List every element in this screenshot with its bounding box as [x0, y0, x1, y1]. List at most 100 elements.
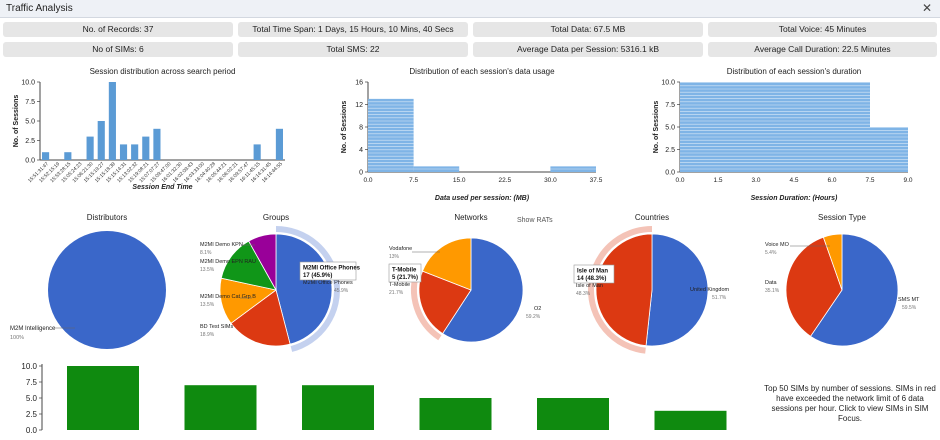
- stat-sms: Total SMS: 22: [238, 42, 468, 57]
- data-usage-ytick-label: 0: [359, 170, 363, 177]
- countries-title: Countries: [635, 213, 669, 222]
- session-dist-bar: [275, 128, 283, 160]
- data-usage-ytick-label: 8: [359, 125, 363, 132]
- top-sims-bar[interactable]: [419, 398, 492, 430]
- countries-tooltip-line1: Isle of Man: [577, 269, 608, 275]
- session-duration-xtick: 1.5: [713, 177, 722, 184]
- countries-tooltip-line2: 14 (48.3%): [577, 276, 606, 282]
- session-dist-bar: [119, 144, 128, 160]
- data-usage-ytick-label: 4: [359, 147, 363, 154]
- top-sims-group: 0.0 2.5 5.0 7.5 10.0: [21, 362, 727, 435]
- groups-pct-catb: 13.5%: [200, 302, 215, 308]
- groups-pct-epn: 13.5%: [200, 267, 215, 273]
- data-usage-ytick-label: 12: [355, 102, 363, 109]
- session-dist-bar: [97, 121, 105, 160]
- top-sims-ytick-label: 2.5: [26, 410, 38, 419]
- top-sims-bar[interactable]: [302, 385, 374, 430]
- data-usage-bar: [368, 98, 414, 172]
- networks-tooltip-line1: T-Mobile: [392, 268, 417, 274]
- groups-label-bd: BD Test SIMs: [200, 324, 233, 330]
- session-dist-xlabel: Session End Time: [132, 184, 192, 191]
- session-duration-xtick: 0.0: [675, 177, 684, 184]
- title-bar: Traffic Analysis ✕: [0, 0, 940, 18]
- session-dist-bar: [153, 128, 161, 160]
- session-dist-ytick-label: 10.0: [21, 80, 35, 87]
- session-duration-group: Distribution of each session's duration 0…: [653, 67, 913, 202]
- distributors-slice-label: M2M Intelligence: [10, 326, 56, 332]
- networks-tooltip-box: [388, 263, 422, 283]
- top-sims-ytick-label: 5.0: [26, 394, 38, 403]
- top-sims-bar[interactable]: [537, 398, 609, 430]
- session-duration-ylabel: No. of Sessions: [653, 101, 660, 154]
- networks-slice: [442, 237, 524, 343]
- session-type-slice: [785, 236, 843, 337]
- countries-pct-iom: 48.3%: [576, 291, 591, 297]
- networks-pct-o2: 59.2%: [526, 314, 541, 320]
- countries-label-iom: Isle of Man: [576, 283, 603, 289]
- top-sims-ytick-label: 0.0: [26, 426, 38, 435]
- networks-pct-vodafone: 13%: [389, 254, 400, 260]
- networks-group: Networks Show RATs Vodafone 13% T-Mobile 21.7…: [388, 213, 553, 343]
- groups-label-kpn: M2MI Demo KPN: [200, 242, 243, 248]
- networks-tooltip-line2: 5 (21.7%): [392, 275, 418, 281]
- networks-pct-tmobile: 21.7%: [389, 290, 404, 296]
- countries-group: Countries United Kingdom 51.7% Isle of Man 4…: [573, 213, 730, 354]
- groups-group: Groups M2MI Demo KPN 8.1% M2MI Demo EPN RAU…: [200, 213, 361, 352]
- session-type-title: Session Type: [818, 213, 866, 222]
- groups-slice: [230, 289, 291, 347]
- stat-total-data: Total Data: 67.5 MB: [473, 22, 703, 37]
- stat-avg-call: Average Call Duration: 22.5 Minutes: [708, 42, 937, 57]
- data-usage-title: Distribution of each session's data usag…: [409, 67, 555, 76]
- data-usage-xtick: 0.0: [363, 177, 372, 184]
- session-type-pct-data: 35.1%: [765, 288, 780, 294]
- networks-label-o2: O2: [534, 306, 541, 312]
- session-type-pct-voice: 5.4%: [765, 250, 777, 256]
- groups-pct-bd: 18.9%: [200, 332, 215, 338]
- countries-slice-halo: [588, 226, 653, 354]
- top-sims-bar[interactable]: [67, 366, 139, 430]
- top-sims-bar[interactable]: [654, 410, 727, 430]
- top-sims-ytick-label: 10.0: [21, 362, 37, 371]
- session-duration-xtick: 3.0: [751, 177, 760, 184]
- data-usage-xtick: 37.5: [590, 177, 603, 184]
- stat-avg-data: Average Data per Session: 5316.1 kB: [473, 42, 703, 57]
- top-sims-ytick-label: 7.5: [26, 378, 38, 387]
- window-title: Traffic Analysis: [6, 3, 73, 14]
- groups-tooltip-line2: 17 (45.9%): [303, 273, 332, 279]
- session-duration-ytick-label: 0.0: [665, 170, 675, 177]
- session-dist-group: Session distribution across search perio…: [13, 67, 285, 191]
- data-usage-xlabel: Data used per session: (MB): [435, 195, 530, 202]
- session-duration-xtick: 9.0: [903, 177, 912, 184]
- session-duration-bar: [680, 82, 870, 172]
- top-sims-note[interactable]: Top 50 SIMs by number of sessions. SIMs …: [764, 384, 936, 423]
- session-duration-xtick: 7.5: [865, 177, 874, 184]
- session-duration-xlabel: Session Duration: (Hours): [751, 195, 838, 202]
- session-duration-ytick-label: 5.0: [665, 125, 675, 132]
- session-duration-ytick-label: 2.5: [665, 147, 675, 154]
- session-duration-title: Distribution of each session's duration: [727, 67, 862, 76]
- session-type-slice: [822, 233, 843, 291]
- networks-label-tmobile: T-Mobile: [389, 282, 410, 288]
- session-dist-ytick-label: 7.5: [25, 99, 35, 106]
- stat-total-voice: Total Voice: 45 Minutes: [708, 22, 937, 37]
- stat-timespan: Total Time Span: 1 Days, 15 Hours, 10 Mi…: [238, 22, 468, 37]
- top-sims-bar[interactable]: [184, 385, 257, 430]
- distributors-title: Distributors: [87, 213, 127, 222]
- groups-slice: [275, 233, 333, 345]
- data-usage-xtick: 15.0: [453, 177, 466, 184]
- groups-label-epn: M2MI Demo EPN RAU: [200, 259, 256, 265]
- session-duration-ytick-label: 10.0: [661, 80, 675, 87]
- session-type-label-voice: Voice MO: [765, 242, 790, 248]
- session-dist-ytick-label: 2.5: [25, 138, 35, 145]
- countries-pct-uk: 51.7%: [712, 295, 727, 301]
- networks-label-vodafone: Vodafone: [389, 246, 412, 252]
- session-dist-bar: [64, 152, 72, 160]
- stat-sims: No of SIMs: 6: [3, 42, 233, 57]
- close-icon[interactable]: ✕: [921, 1, 933, 15]
- groups-slice-halo: [275, 226, 340, 352]
- distributors-slice: [48, 231, 166, 349]
- session-type-label-data: Data: [765, 280, 778, 286]
- session-duration-ytick-label: 7.5: [665, 102, 675, 109]
- session-type-label-sms: SMS MT: [898, 297, 920, 303]
- data-usage-xtick: 7.5: [409, 177, 418, 184]
